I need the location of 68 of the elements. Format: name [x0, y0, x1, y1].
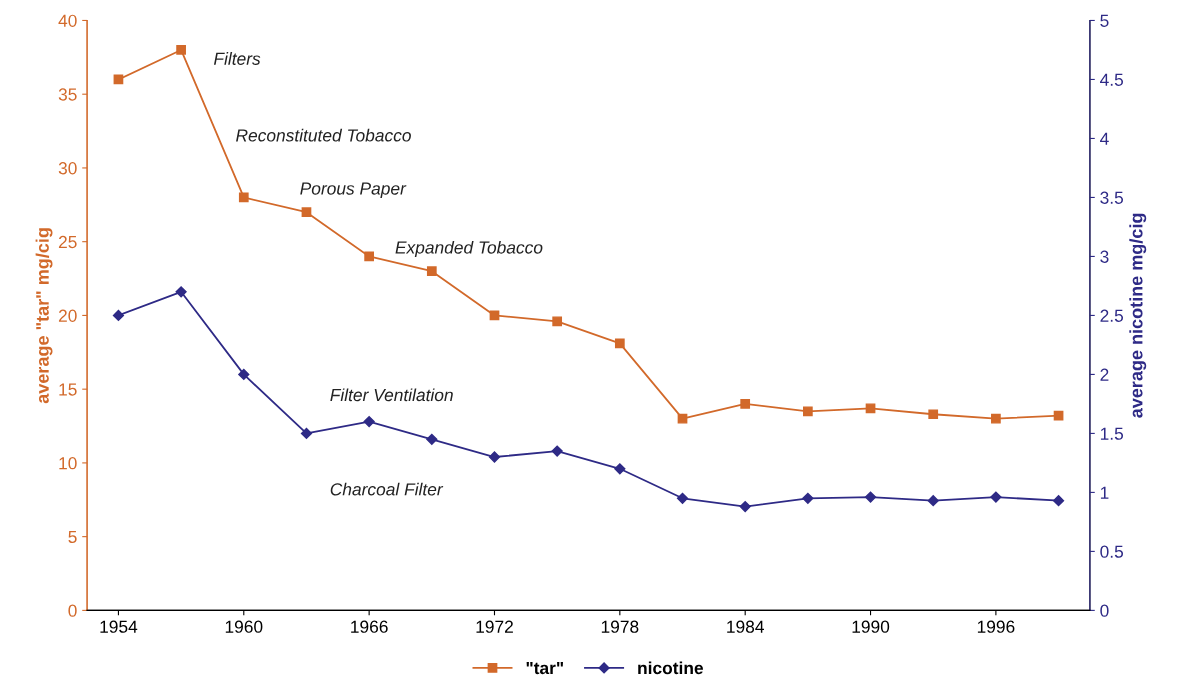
point [238, 368, 250, 381]
x-tick-label: 1966 [351, 620, 388, 633]
point [928, 409, 939, 420]
point [426, 433, 438, 445]
point [614, 338, 625, 349]
y-axis-title: average "tar" mg/cig [35, 228, 53, 404]
point [238, 192, 249, 203]
point [865, 403, 876, 414]
y2-tick-label: 3.5 [1100, 191, 1124, 204]
y-tick-label: 15 [59, 383, 77, 396]
point [927, 495, 939, 507]
annotation: Reconstituted Tobacco [236, 128, 411, 142]
x-tick-label: 1996 [977, 620, 1015, 633]
point [864, 491, 877, 503]
y-tick-label: 35 [58, 88, 77, 101]
annotation: Filters [213, 52, 261, 65]
point [676, 492, 689, 504]
point [363, 416, 375, 428]
y-tick-label: 5 [68, 531, 77, 544]
point [614, 463, 626, 475]
point [739, 500, 751, 513]
point [551, 445, 563, 457]
point [112, 309, 125, 322]
legend-label: nicotine [638, 661, 704, 675]
y-tick-label: 30 [58, 162, 77, 175]
y2-tick-label: 5 [1100, 14, 1109, 27]
y2-tick-label: 0 [1100, 604, 1109, 617]
point [677, 413, 688, 424]
x-tick-label: 1972 [476, 620, 513, 633]
point [991, 413, 1001, 424]
y2-tick-label: 3 [1100, 250, 1109, 263]
point [175, 286, 187, 298]
point [300, 427, 313, 440]
annotation: Charcoal Filter [330, 482, 444, 496]
x-tick-label: 1984 [727, 620, 764, 633]
y-tick-label: 20 [58, 309, 77, 322]
legend-label: "tar" [526, 662, 563, 675]
point [552, 316, 563, 327]
y-tick-label: 10 [59, 457, 77, 470]
point [802, 492, 814, 504]
y2-axis-title: average nicotine mg/cig [1129, 213, 1147, 418]
y2-tick-label: 4 [1100, 132, 1109, 145]
y2-tick-label: 1 [1100, 486, 1109, 499]
x-tick-label: 1978 [601, 620, 639, 633]
y-tick-label: 40 [58, 14, 77, 27]
annotation: Expanded Tobacco [395, 240, 543, 258]
annotation: Filter Ventilation [330, 388, 453, 402]
y2-tick-label: 2.5 [1100, 309, 1124, 322]
point [176, 45, 186, 55]
x-tick-label: 1954 [100, 620, 138, 633]
point [1053, 410, 1064, 421]
y-tick-label: 25 [58, 235, 77, 249]
x-tick-label: 1990 [852, 620, 890, 633]
point [990, 491, 1002, 503]
point [301, 207, 312, 218]
point [426, 266, 437, 277]
point [364, 251, 374, 262]
y2-tick-label: 0.5 [1100, 545, 1124, 558]
y2-tick-label: 1.5 [1100, 427, 1124, 440]
annotation: Porous Paper [300, 182, 407, 199]
point [803, 406, 813, 417]
point [488, 451, 501, 463]
point [1052, 495, 1065, 507]
y-tick-label: 0 [68, 604, 77, 617]
x-tick-label: 1960 [225, 620, 263, 633]
y2-tick-label: 4.5 [1100, 73, 1124, 86]
point [740, 399, 751, 409]
y2-tick-label: 2 [1100, 368, 1109, 381]
